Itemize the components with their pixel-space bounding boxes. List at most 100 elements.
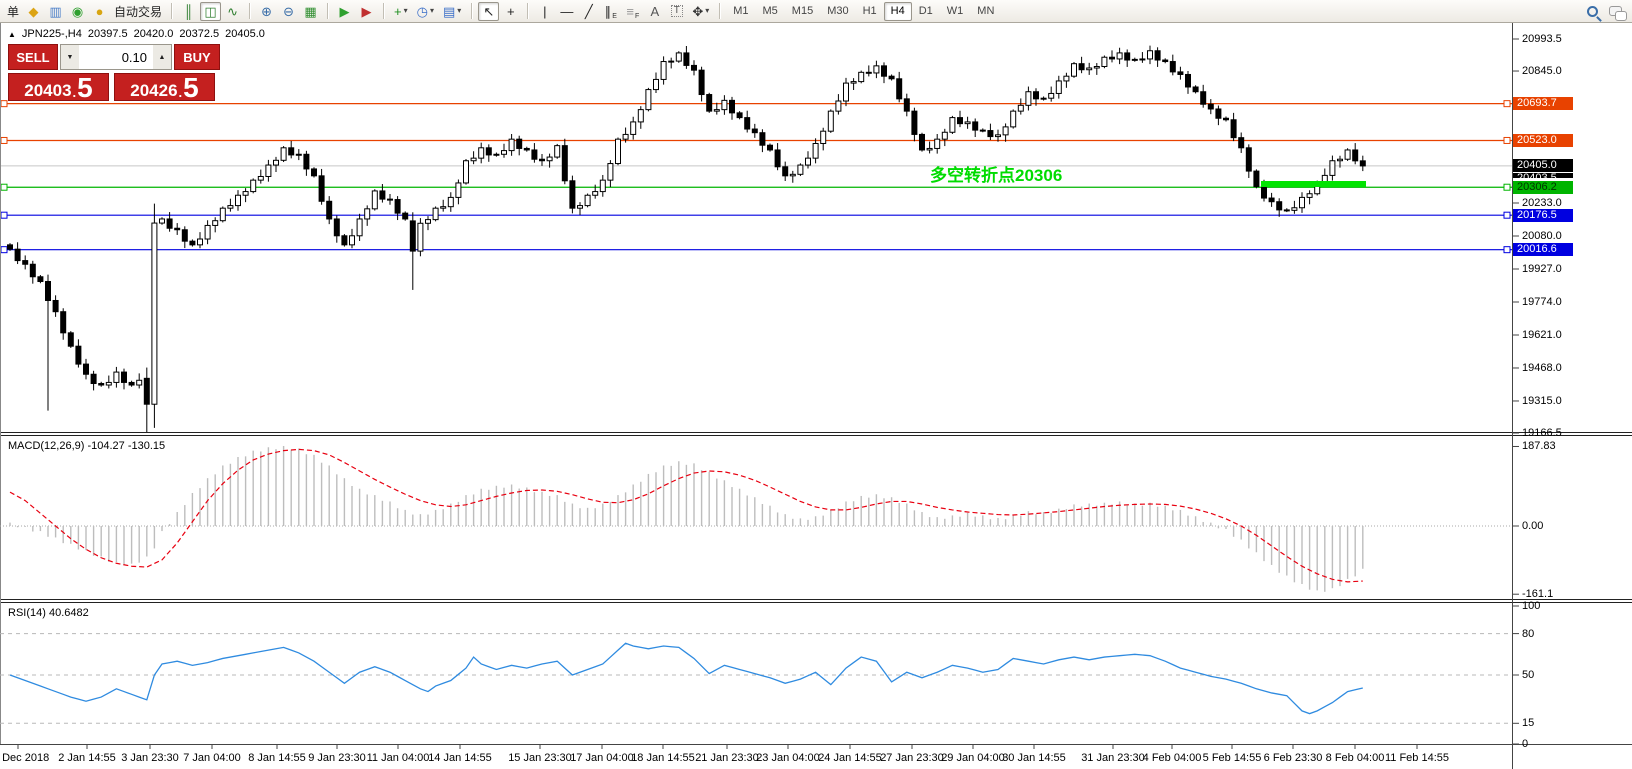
- candle-body: [14, 248, 21, 262]
- candle-body: [295, 153, 302, 156]
- one-click-trading-panel: SELL ▼ ▲ BUY 20403 . 5 20426 . 5: [8, 44, 220, 101]
- timeframe-MN[interactable]: MN: [977, 5, 995, 17]
- crosshair-icon[interactable]: +: [507, 3, 515, 19]
- timeframe-H4[interactable]: H4: [883, 1, 912, 21]
- text-label-icon[interactable]: T: [666, 2, 687, 21]
- sell-price-display[interactable]: 20403 . 5: [8, 73, 109, 101]
- candle-body: [1253, 170, 1260, 188]
- candle-body: [835, 100, 842, 112]
- timeframe-M1[interactable]: M1: [733, 5, 749, 17]
- bar-chart-icon[interactable]: ║: [183, 3, 194, 19]
- candle-body: [1177, 71, 1184, 75]
- fibonacci-icon[interactable]: ≡ F: [626, 3, 640, 20]
- chart-annotation-text[interactable]: 多空转折点20306: [930, 166, 1063, 185]
- buy-price-display[interactable]: 20426 . 5: [114, 73, 215, 101]
- chat-icon[interactable]: [1609, 6, 1627, 21]
- volume-decrease-button[interactable]: ▼: [61, 45, 79, 69]
- line-chart-icon[interactable]: ∿: [227, 3, 238, 19]
- auto-scroll-icon[interactable]: ▶: [339, 3, 350, 19]
- tile-windows-icon[interactable]: ▦: [304, 3, 317, 19]
- signals-icon[interactable]: ◉: [71, 3, 84, 19]
- candle-body: [212, 220, 219, 226]
- candle-body: [1124, 52, 1131, 61]
- candle-body: [303, 153, 310, 170]
- toolbar-separator: [171, 3, 173, 19]
- candle-body: [1109, 56, 1115, 60]
- macd-signal-line: [9, 448, 1363, 583]
- rsi-name: RSI(14): [8, 607, 46, 619]
- zoom-out-icon[interactable]: ⊖: [283, 3, 294, 19]
- cursor-icon[interactable]: ↖: [478, 1, 500, 21]
- candle-body: [250, 179, 257, 193]
- horizontal-line-icon[interactable]: —: [560, 3, 574, 19]
- timeframe-W1[interactable]: W1: [946, 5, 964, 17]
- sell-price-dot: .: [72, 85, 77, 100]
- timeframe-M15[interactable]: M15: [791, 5, 814, 17]
- autotrading-icon[interactable]: ●: [95, 3, 104, 19]
- candle-body: [1192, 86, 1199, 93]
- indicators-add-icon[interactable]: + ▾: [394, 3, 408, 19]
- indicators-add-icon-dropdown: ▾: [403, 6, 408, 15]
- candle-body: [75, 345, 82, 365]
- autotrading-label[interactable]: 自动交易: [114, 4, 163, 19]
- candle-body: [964, 121, 971, 125]
- toolbar-separator: [327, 3, 329, 19]
- trendline-icon[interactable]: ╱: [584, 3, 593, 19]
- new-order-icon[interactable]: ◆: [28, 3, 39, 19]
- candle-body: [1131, 58, 1138, 61]
- window-expand-icon[interactable]: ▲: [8, 29, 16, 39]
- candle-body: [713, 109, 720, 112]
- timeframe-M5[interactable]: M5: [762, 5, 778, 17]
- buy-button[interactable]: BUY: [174, 44, 220, 70]
- candle-body: [417, 222, 424, 252]
- candle-body: [615, 138, 621, 165]
- hline-handle-left: [0, 136, 8, 144]
- new-order-label: 单: [7, 4, 20, 19]
- candle-body: [1230, 119, 1237, 139]
- candle-body: [539, 158, 545, 162]
- volume-input[interactable]: [79, 45, 153, 69]
- candle-body: [706, 94, 713, 112]
- hline-handle-right: [1503, 246, 1511, 254]
- candle-body: [508, 138, 515, 152]
- arrows-icon[interactable]: ✥ ▾: [692, 3, 710, 19]
- candle-body: [531, 149, 538, 160]
- volume-increase-button[interactable]: ▲: [153, 45, 171, 69]
- candle-body: [159, 218, 165, 224]
- equidistant-channel-icon[interactable]: ∥ E: [604, 3, 617, 20]
- zoom-in-icon[interactable]: ⊕: [261, 3, 272, 19]
- candle-body: [37, 276, 44, 283]
- candle-body: [630, 121, 637, 135]
- candle-body: [675, 52, 682, 62]
- candlestick-chart-icon[interactable]: ◫: [200, 1, 222, 21]
- periods-clock-icon[interactable]: ◷ ▾: [416, 3, 434, 19]
- candle-body: [789, 173, 796, 177]
- candle-body: [288, 147, 295, 156]
- candle-body: [744, 117, 751, 130]
- candle-body: [599, 179, 606, 193]
- candle-body: [440, 206, 447, 209]
- chart-shift-icon[interactable]: ▶: [361, 3, 372, 19]
- timeframe-D1[interactable]: D1: [918, 5, 933, 17]
- chart-window-icon[interactable]: ▥: [49, 3, 62, 19]
- timeframe-M30[interactable]: M30: [827, 5, 849, 17]
- chart-area[interactable]: ▲ JPN225-,H4 20397.5 20420.0 20372.5 204…: [0, 23, 1632, 769]
- templates-icon[interactable]: ▤ ▾: [443, 3, 462, 19]
- vertical-line-icon[interactable]: |: [543, 3, 547, 19]
- ohlc-open: 20397.5: [87, 28, 128, 40]
- sell-button[interactable]: SELL: [8, 44, 58, 70]
- candle-body: [235, 194, 241, 207]
- candle-body: [972, 121, 979, 131]
- candle-body: [379, 190, 386, 200]
- ohlc-high: 20420.0: [133, 28, 174, 40]
- text-icon[interactable]: A: [650, 3, 660, 19]
- price-chart-svg[interactable]: [0, 23, 1632, 769]
- timeframe-H1[interactable]: H1: [862, 5, 877, 17]
- candle-body: [113, 371, 120, 383]
- chart-background: [0, 23, 1632, 769]
- candle-body: [1017, 104, 1024, 112]
- search-icon[interactable]: [1587, 5, 1598, 17]
- candle-body: [394, 199, 401, 214]
- candle-body: [691, 64, 697, 71]
- candle-body: [995, 134, 1001, 138]
